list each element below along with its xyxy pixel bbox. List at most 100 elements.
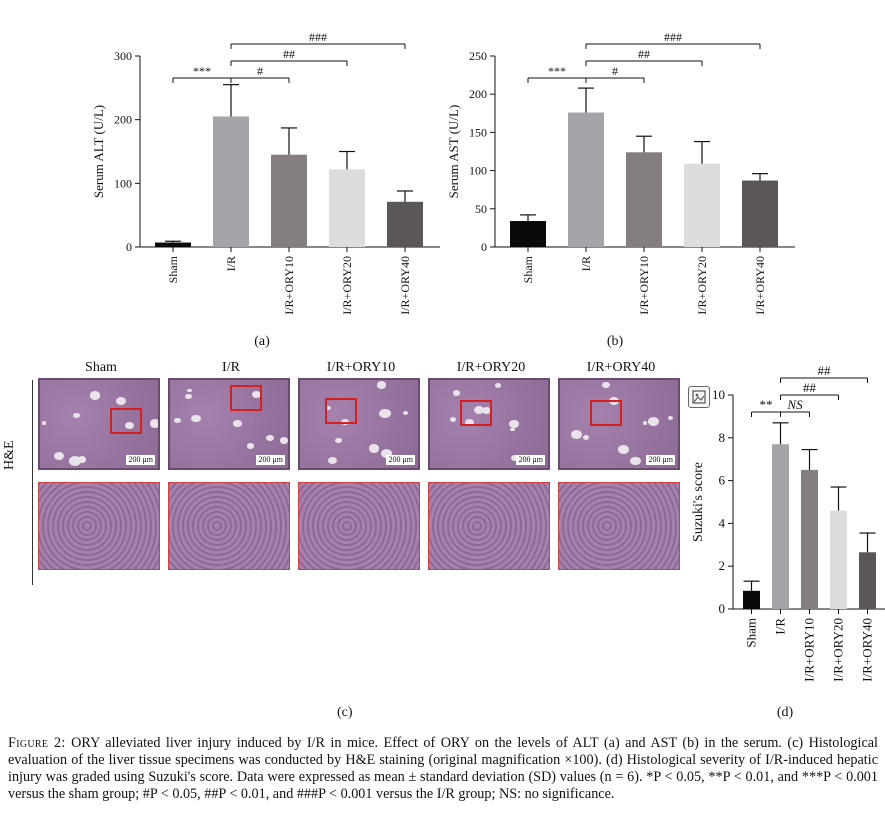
caption-label: Figure 2: bbox=[8, 735, 66, 751]
histology-column-title: Sham bbox=[85, 360, 117, 375]
x-tick-label: I/R bbox=[579, 256, 593, 271]
scale-bar-label: 200 μm bbox=[516, 455, 545, 465]
panel-label: (a) bbox=[254, 334, 270, 349]
significance-label: ## bbox=[283, 47, 295, 61]
he-image-high-magnification bbox=[558, 482, 680, 570]
histology-column-title: I/R bbox=[222, 360, 240, 375]
significance-label: ## bbox=[818, 363, 832, 378]
y-tick-label: 100 bbox=[469, 164, 487, 178]
vessel-lumen bbox=[247, 443, 255, 449]
vessel-lumen bbox=[570, 430, 582, 439]
vessel-lumen bbox=[115, 397, 126, 406]
chart-suzuki-score: 0 2 4 6 8 10 Suzuki's score Sham I/R I/R+ORY10 I/R… bbox=[691, 363, 885, 720]
vessel-lumen bbox=[509, 420, 520, 429]
panel-label-c: (c) bbox=[337, 705, 353, 720]
bar bbox=[510, 221, 546, 247]
vessel-lumen bbox=[402, 410, 409, 416]
bar bbox=[772, 444, 789, 609]
vessel-lumen bbox=[668, 415, 674, 420]
vessel-lumen bbox=[72, 412, 81, 419]
y-tick-label: 0 bbox=[126, 240, 132, 254]
y-axis-label: Serum AST (U/L) bbox=[446, 105, 461, 199]
y-tick-label: 50 bbox=[475, 202, 487, 216]
histology-column-title: I/R+ORY20 bbox=[456, 360, 526, 375]
image-zoom-icon[interactable] bbox=[688, 386, 710, 408]
vessel-lumen bbox=[473, 405, 484, 414]
caption-text: ORY alleviated liver injury induced by I… bbox=[8, 735, 878, 802]
panel-label: (b) bbox=[607, 334, 624, 349]
chart-alt: 0 100 200 300 Serum ALT (U/L) Sham I/R I/R+ORY1… bbox=[91, 30, 440, 349]
bar bbox=[626, 152, 662, 247]
x-tick-label: Sham bbox=[521, 255, 535, 283]
vessel-lumen bbox=[380, 449, 392, 459]
significance-label: ### bbox=[664, 30, 682, 44]
y-tick-label: 200 bbox=[469, 87, 487, 101]
significance-label: # bbox=[257, 64, 263, 78]
vessel-lumen bbox=[334, 437, 342, 444]
scale-bar-label: 200 μm bbox=[646, 455, 675, 465]
vessel-lumen bbox=[582, 434, 590, 441]
y-tick-label: 200 bbox=[114, 113, 132, 127]
vessel-lumen bbox=[327, 456, 338, 465]
row-label-he: H&E bbox=[2, 440, 17, 470]
vessel-lumen bbox=[647, 416, 659, 426]
histology-column-title: I/R+ORY10 bbox=[326, 360, 396, 375]
x-tick-label: Sham bbox=[744, 618, 759, 648]
vessel-lumen bbox=[190, 414, 201, 423]
bar bbox=[859, 552, 876, 609]
bar bbox=[684, 163, 720, 247]
y-tick-label: 0 bbox=[719, 601, 726, 616]
x-tick-label: I/R+ORY20 bbox=[340, 256, 354, 315]
vessel-lumen bbox=[510, 427, 515, 432]
magnified-region-box bbox=[230, 385, 262, 411]
bar bbox=[213, 116, 249, 247]
y-tick-label: 8 bbox=[719, 430, 726, 445]
significance-label: # bbox=[612, 64, 618, 78]
he-image-low-magnification: 200 μm bbox=[558, 378, 680, 470]
scale-bar-label: 200 μm bbox=[256, 455, 285, 465]
scale-bar-label: 200 μm bbox=[386, 455, 415, 465]
x-tick-label: I/R+ORY20 bbox=[695, 256, 709, 315]
magnified-region-box bbox=[460, 400, 492, 426]
vessel-lumen bbox=[174, 417, 181, 423]
x-tick-label: Sham bbox=[166, 255, 180, 283]
significance-label: *** bbox=[548, 64, 566, 78]
x-tick-label: I/R bbox=[773, 618, 788, 635]
magnified-region-box bbox=[590, 400, 622, 426]
magnified-region-box bbox=[325, 398, 357, 424]
vessel-lumen bbox=[252, 390, 262, 398]
vessel-lumen bbox=[510, 454, 520, 462]
y-tick-label: 100 bbox=[114, 176, 132, 190]
significance-label: ### bbox=[309, 30, 327, 44]
y-tick-label: 0 bbox=[481, 240, 487, 254]
vessel-lumen bbox=[482, 407, 492, 415]
vessel-lumen bbox=[376, 381, 386, 389]
y-axis-label: Serum ALT (U/L) bbox=[91, 105, 106, 198]
y-tick-label: 150 bbox=[469, 125, 487, 139]
x-tick-label: I/R+ORY40 bbox=[753, 256, 767, 315]
he-image-high-magnification bbox=[298, 482, 420, 570]
panel-label: (d) bbox=[777, 705, 794, 720]
vessel-lumen bbox=[149, 419, 158, 428]
vessel-lumen bbox=[642, 420, 648, 425]
vessel-lumen bbox=[325, 405, 332, 410]
y-tick-label: 4 bbox=[719, 515, 726, 530]
bar bbox=[830, 510, 847, 609]
vessel-lumen bbox=[379, 408, 391, 419]
vessel-lumen bbox=[453, 390, 461, 396]
vessel-lumen bbox=[69, 456, 82, 466]
histology-panel: H&E Sham 200 μm I/R 200 μm I/R+ORY10 200 μm I/… bbox=[0, 360, 700, 720]
bar bbox=[155, 242, 191, 247]
vessel-lumen bbox=[266, 435, 274, 442]
bar bbox=[271, 154, 307, 247]
significance-label: *** bbox=[193, 64, 211, 78]
he-image-low-magnification: 200 μm bbox=[168, 378, 290, 470]
significance-label: ## bbox=[803, 380, 817, 395]
vessel-lumen bbox=[42, 421, 47, 425]
significance-label: NS bbox=[786, 397, 803, 412]
he-image-high-magnification bbox=[168, 482, 290, 570]
bar bbox=[329, 169, 365, 247]
row-divider-line bbox=[32, 380, 33, 585]
significance-label: ## bbox=[638, 47, 650, 61]
y-tick-label: 2 bbox=[719, 558, 726, 573]
